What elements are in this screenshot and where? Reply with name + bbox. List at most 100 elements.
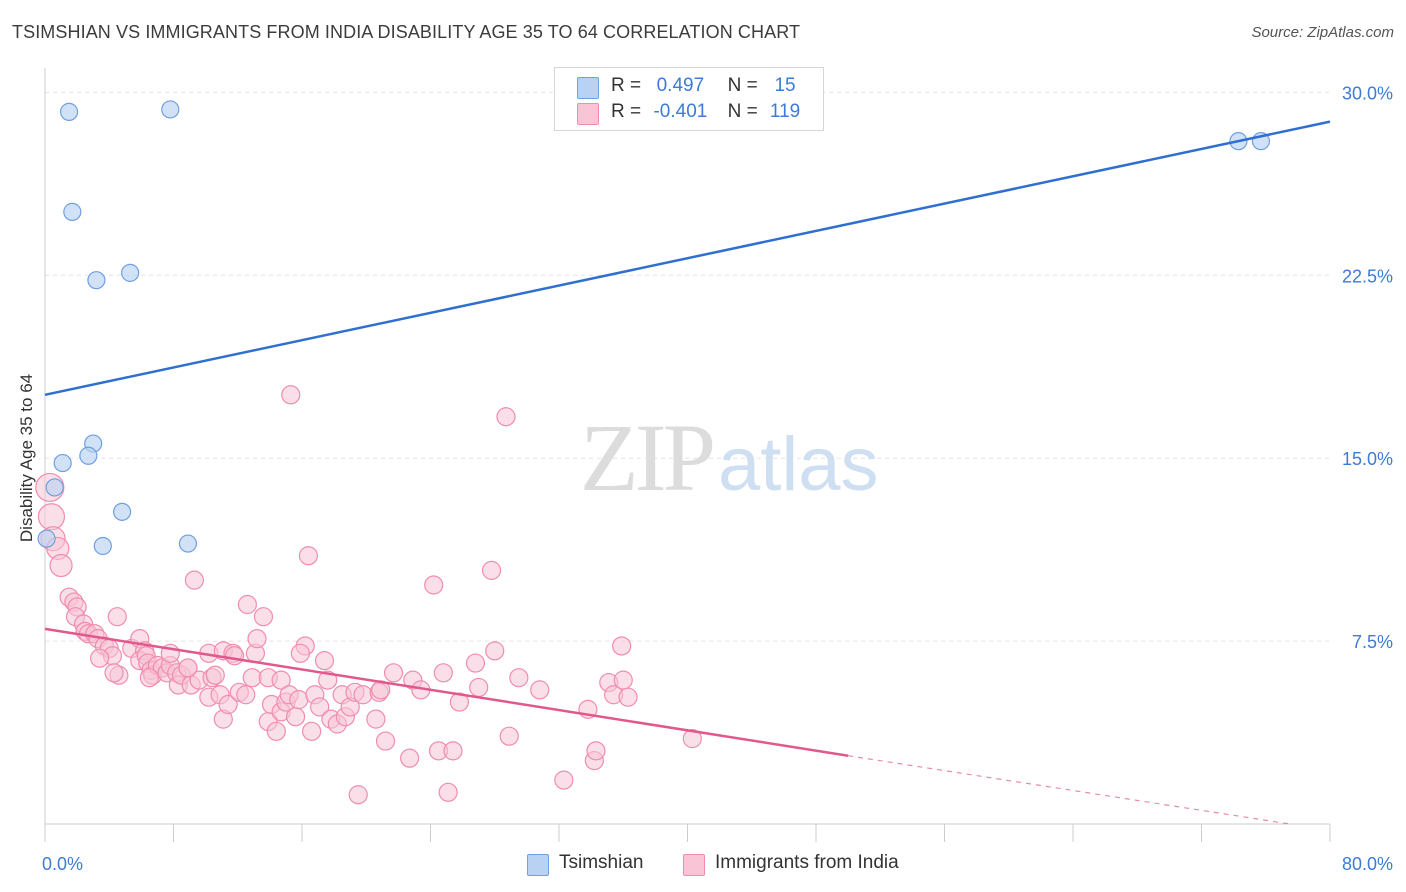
watermark-atlas: atlas — [718, 422, 879, 507]
india-point — [618, 687, 638, 707]
india-point — [348, 785, 368, 805]
watermark-zip: ZIP — [580, 404, 713, 511]
india-point — [383, 663, 404, 683]
tsimshian-point — [63, 202, 82, 221]
tsimshian-point — [112, 502, 132, 521]
series-legend: Tsimshian Immigrants from India — [0, 852, 1406, 878]
india-point — [375, 731, 396, 751]
india-point — [178, 658, 198, 678]
india-point — [242, 668, 262, 688]
y-axis-label: Disability Age 35 to 64 — [17, 374, 36, 542]
india-point — [49, 553, 73, 578]
india-points — [35, 385, 702, 805]
india-point — [465, 653, 486, 673]
india-point — [298, 546, 319, 566]
series-label-tsimshian: Tsimshian — [559, 852, 644, 873]
india-trend-line — [44, 627, 849, 757]
chart-title: TSIMSHIAN VS IMMIGRANTS FROM INDIA DISAB… — [12, 22, 801, 42]
india-point — [247, 629, 267, 649]
india-point — [310, 697, 330, 717]
trend-lines — [44, 120, 1331, 825]
legend-r-label: R = — [611, 75, 642, 96]
x-tick-labels: 0.0% 80.0% — [42, 854, 1393, 874]
x-tick-label-start: 0.0% — [42, 854, 83, 874]
india-point — [481, 560, 502, 580]
india-point — [499, 726, 519, 746]
legend-r-value: 0.497 — [656, 75, 705, 96]
tsimshian-point — [121, 263, 140, 282]
india-point — [485, 641, 505, 661]
india-point — [443, 741, 463, 761]
india-point — [218, 694, 238, 715]
legend-text-india: R = -0.401 N = 119 — [611, 101, 807, 123]
india-point — [509, 668, 529, 688]
tsimshian-point — [93, 536, 112, 556]
india-point — [290, 643, 310, 663]
india-point — [400, 748, 420, 768]
tsimshian-point — [87, 271, 106, 290]
correlation-legend: R = 0.497 N = 15 R = -0.401 N = 119 — [554, 67, 824, 131]
india-point — [438, 782, 458, 802]
series-swatch-india — [683, 854, 705, 876]
india-point — [107, 607, 127, 627]
india-point — [184, 570, 204, 590]
india-point — [104, 663, 124, 683]
india-point — [682, 729, 702, 749]
india-point — [318, 670, 338, 690]
india-point — [37, 503, 66, 531]
india-point — [236, 685, 256, 705]
india-point — [353, 685, 373, 705]
tsimshian-points — [37, 100, 1271, 556]
legend-n-label: N = — [727, 75, 758, 96]
legend-n-label: N = — [727, 101, 758, 122]
y-tick-label: 30.0% — [1342, 83, 1393, 103]
tsimshian-point — [79, 446, 98, 465]
legend-n-value: 119 — [769, 101, 801, 122]
india-point — [554, 770, 574, 790]
axes — [44, 68, 1331, 842]
legend-text-tsimshian: R = 0.497 N = 15 — [611, 75, 807, 97]
india-point — [613, 670, 633, 690]
india-point — [314, 651, 335, 671]
series-swatch-tsimshian — [527, 854, 549, 876]
india-point — [586, 741, 606, 761]
legend-n-value: 15 — [774, 75, 796, 96]
tsimshian-point — [37, 529, 56, 548]
watermark: ZIP atlas — [580, 404, 879, 511]
india-point — [237, 594, 257, 615]
india-point — [271, 670, 291, 690]
y-tick-labels: 7.5% 15.0% 22.5% 30.0% — [1342, 83, 1393, 652]
india-point — [205, 665, 225, 685]
legend-swatch-tsimshian — [577, 77, 599, 99]
grid-lines — [45, 91, 1330, 642]
india-point — [433, 663, 453, 683]
india-point — [496, 407, 516, 427]
india-point — [285, 707, 306, 727]
india-point — [266, 721, 286, 741]
india-trend-extension — [848, 755, 1290, 825]
series-label-india: Immigrants from India — [715, 852, 899, 873]
india-point — [281, 385, 301, 405]
y-tick-label: 22.5% — [1342, 266, 1393, 286]
y-tick-label: 7.5% — [1352, 632, 1393, 652]
india-point — [253, 607, 274, 627]
tsimshian-point — [59, 102, 79, 121]
india-point — [224, 646, 245, 666]
india-point — [366, 709, 386, 729]
india-point — [612, 636, 632, 656]
legend-swatch-india — [577, 103, 599, 125]
y-tick-label: 15.0% — [1342, 449, 1393, 469]
legend-r-label: R = — [611, 101, 642, 122]
source-label: Source: ZipAtlas.com — [1251, 24, 1394, 41]
india-point — [469, 677, 489, 698]
tsimshian-point — [178, 534, 198, 553]
india-point — [302, 721, 322, 741]
tsimshian-point — [161, 100, 180, 119]
tsimshian-trend-line — [44, 120, 1331, 397]
tsimshian-point — [53, 453, 72, 473]
india-point — [424, 575, 444, 595]
legend-r-value: -0.401 — [653, 101, 708, 122]
tsimshian-point — [45, 478, 64, 497]
india-point — [289, 690, 309, 710]
